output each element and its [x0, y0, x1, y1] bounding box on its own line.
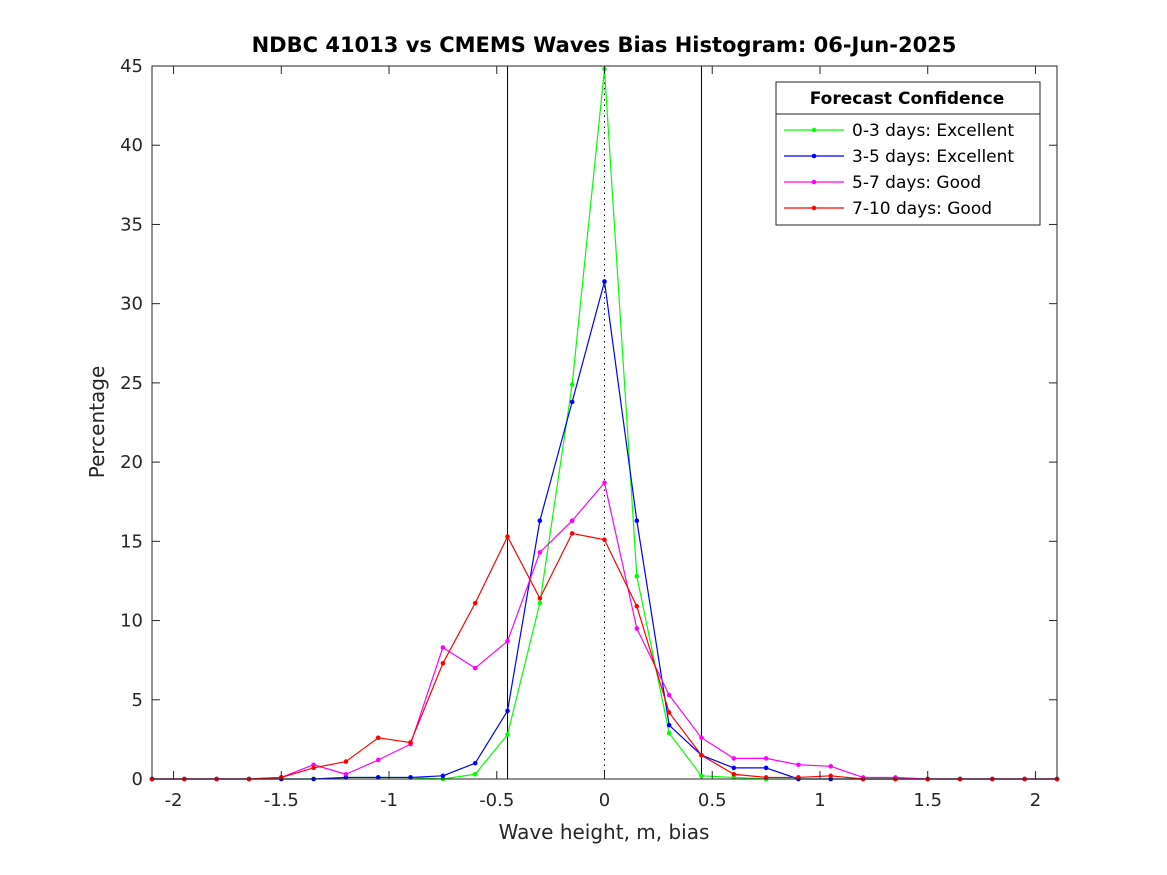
data-point: [763, 756, 769, 761]
data-point: [569, 518, 575, 524]
legend-entries: 0-3 days: Excellent 3-5 days: Excellent 5-…: [784, 121, 1014, 219]
y-tick-label: 20: [120, 452, 143, 473]
reference-lines: [507, 66, 702, 779]
data-point: [472, 771, 478, 777]
x-tick-label: 0.5: [698, 790, 727, 811]
y-tick-label: 30: [120, 294, 143, 315]
legend-label: 5-7 days: Good: [852, 173, 981, 193]
legend-entry: 7-10 days: Good: [784, 199, 992, 219]
data-point: [505, 708, 510, 714]
legend-label: 3-5 days: Excellent: [852, 147, 1014, 167]
data-point: [537, 600, 543, 606]
data-point: [408, 740, 413, 745]
x-tick-labels: -2 -1.5 -1 -0.5 0 0.5 1 1.5 2: [165, 790, 1042, 811]
x-tick-label: 0: [599, 790, 610, 811]
x-tick-label: -1.5: [264, 790, 299, 811]
y-tick-label: 40: [120, 135, 143, 156]
legend-marker-sample: [811, 153, 817, 159]
x-tick-label: 1.5: [913, 790, 942, 811]
y-tick-label: 5: [132, 690, 143, 711]
legend-entry: 0-3 days: Excellent: [784, 121, 1014, 141]
data-point: [505, 534, 510, 539]
data-point: [731, 756, 737, 761]
legend-box: [775, 81, 1041, 226]
chart-title: NDBC 41013 vs CMEMS Waves Bias Histogram…: [252, 33, 957, 57]
data-point: [666, 722, 672, 728]
data-point: [699, 773, 704, 779]
data-point: [699, 735, 704, 741]
axis-ticks: [152, 65, 1057, 780]
y-tick-label: 0: [132, 769, 143, 790]
data-point: [505, 638, 510, 644]
y-tick-label: 25: [120, 373, 143, 394]
data-point: [375, 735, 381, 741]
x-tick-label: -2: [165, 790, 183, 811]
x-tick-label: -0.5: [479, 790, 514, 811]
data-point: [602, 279, 607, 284]
legend-title: Forecast Confidence: [810, 89, 1005, 109]
legend-marker-sample: [811, 205, 817, 211]
data-point: [828, 773, 834, 779]
data-point: [796, 762, 801, 768]
data-point: [763, 765, 769, 771]
data-point: [472, 760, 478, 766]
data-point: [699, 752, 704, 758]
data-point: [666, 692, 672, 698]
data-point: [537, 596, 543, 601]
legend-entry: 3-5 days: Excellent: [784, 147, 1014, 167]
data-point: [666, 730, 672, 736]
y-tick-label: 45: [120, 56, 143, 77]
data-point: [505, 732, 510, 737]
data-point: [602, 537, 607, 543]
legend-marker-sample: [811, 127, 817, 133]
x-tick-label: 2: [1030, 790, 1041, 811]
data-point: [634, 573, 640, 579]
data-point: [634, 603, 640, 609]
data-point: [634, 626, 640, 631]
y-tick-label: 15: [120, 531, 143, 552]
data-point: [440, 645, 446, 650]
data-point: [343, 759, 349, 764]
data-point: [343, 771, 349, 777]
y-tick-labels: 0 5 10 15 20 25 30 35 40 45: [120, 56, 143, 790]
data-point: [666, 710, 672, 715]
data-point: [375, 757, 381, 763]
y-tick-label: 35: [120, 214, 143, 235]
y-tick-label: 10: [120, 611, 143, 632]
data-point: [602, 480, 607, 486]
data-point: [537, 518, 543, 524]
data-point: [569, 531, 575, 536]
legend: Forecast Confidence 0-3 days: Excellent 3…: [775, 81, 1041, 226]
data-point: [569, 382, 575, 387]
y-axis-label: Percentage: [85, 366, 109, 479]
data-point: [828, 764, 834, 769]
legend-marker-sample: [811, 179, 817, 185]
data-point: [440, 661, 446, 666]
x-axis-label: Wave height, m, bias: [499, 820, 710, 844]
data-point: [472, 665, 478, 671]
data-point: [537, 550, 543, 555]
data-point: [440, 773, 446, 779]
data-point: [311, 765, 316, 771]
data-point: [634, 518, 640, 524]
data-point: [311, 762, 316, 768]
legend-entry: 5-7 days: Good: [784, 173, 981, 193]
data-point: [569, 399, 575, 405]
data-point: [731, 765, 737, 771]
legend-label: 7-10 days: Good: [852, 199, 992, 219]
x-tick-label: -1: [380, 790, 398, 811]
legend-label: 0-3 days: Excellent: [852, 121, 1014, 141]
x-tick-label: 1: [814, 790, 825, 811]
data-point: [731, 771, 737, 777]
data-point: [472, 600, 478, 606]
